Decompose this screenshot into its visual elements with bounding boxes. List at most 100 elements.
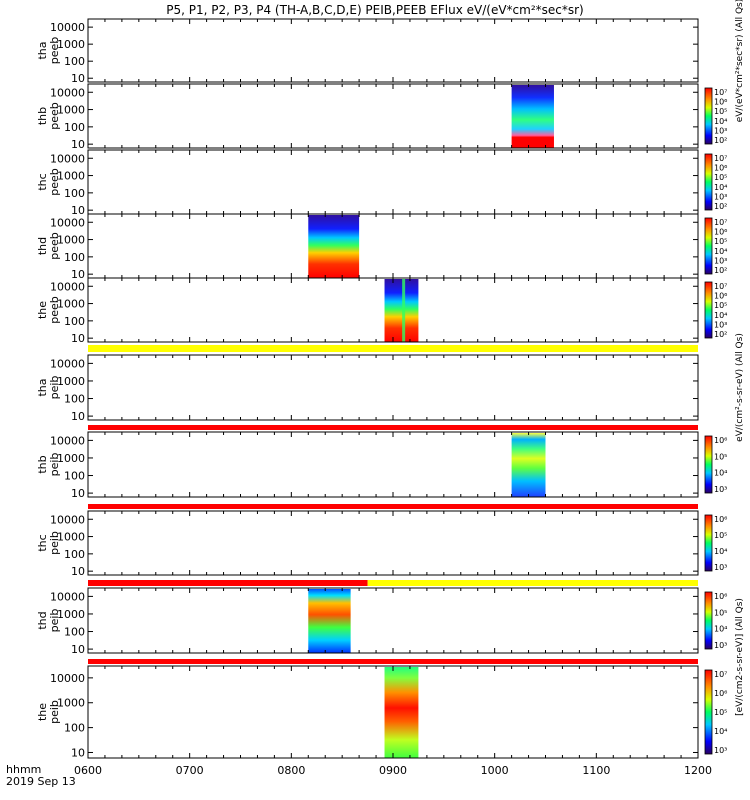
- colorbar: [704, 435, 713, 494]
- status-bar-segment: [88, 580, 368, 586]
- colorbar-tick-label: 10⁶: [714, 592, 727, 601]
- y-tick-label: 10: [71, 410, 85, 423]
- x-tick-label: 1000: [481, 764, 509, 777]
- y-tick-label: 10: [71, 643, 85, 656]
- colorbar-tick-label: 10⁴: [714, 247, 727, 256]
- figure-title: P5, P1, P2, P3, P4 (TH-A,B,C,D,E) PEIB,P…: [166, 3, 583, 17]
- y-tick-label: 10: [71, 332, 85, 345]
- y-tick-label: 10000: [50, 86, 85, 99]
- status-bar-row-13: [88, 659, 698, 664]
- spectrogram-block: [308, 589, 351, 653]
- panel-label: thb: [36, 455, 49, 473]
- colorbar-tick-label: 10³: [714, 746, 727, 755]
- y-tick-label: 1000: [57, 531, 85, 544]
- colorbar-tick-label: 10⁶: [714, 228, 727, 237]
- x-tick-label: 0900: [379, 764, 407, 777]
- panel-label: thb: [36, 107, 49, 125]
- y-tick-label: 10: [71, 204, 85, 217]
- colorbar-tick-label: 10⁶: [714, 515, 727, 524]
- y-tick-label: 100: [64, 626, 85, 639]
- y-tick-label: 100: [64, 121, 85, 134]
- y-tick-label: 100: [64, 55, 85, 68]
- colorbar-tick-label: 10⁵: [714, 301, 727, 310]
- status-bar-row-11: [88, 580, 698, 586]
- colorbar-unit-label: [eV/(cm2-s-sr-eV)] (All Qs): [735, 598, 745, 716]
- y-tick-label: 10000: [50, 513, 85, 526]
- colorbar-tick-label: 10⁵: [714, 107, 727, 116]
- spectrogram-block: [511, 433, 546, 497]
- panel-label: thc: [36, 173, 49, 190]
- y-tick-label: 10: [71, 268, 85, 281]
- colorbar-tick-label: 10²: [714, 202, 727, 211]
- y-tick-label: 1000: [57, 170, 85, 183]
- spectrogram-block: [308, 215, 360, 278]
- colorbar: [704, 591, 713, 650]
- date-label: 2019 Sep 13: [6, 775, 76, 788]
- status-bar-segment: [88, 659, 698, 664]
- colorbar-tick-label: 10⁵: [714, 452, 727, 461]
- colorbar: [704, 217, 713, 275]
- spectrogram-block: [384, 667, 419, 758]
- colorbar-tick-label: 10³: [714, 563, 727, 572]
- status-bar-row-9: [88, 504, 698, 509]
- panel-frame: [87, 18, 699, 83]
- colorbar-tick-label: 10³: [714, 256, 727, 265]
- colorbar: [704, 87, 713, 145]
- colorbar-tick-label: 10⁷: [714, 670, 727, 679]
- panel-label: thc: [36, 534, 49, 551]
- panel-frame: [87, 213, 699, 279]
- panel-label: the: [36, 703, 49, 721]
- panel-label: tha: [36, 41, 49, 59]
- x-tick-label: 0600: [74, 764, 102, 777]
- panel-label: the: [36, 301, 49, 319]
- colorbar-tick-label: 10⁴: [714, 183, 727, 192]
- panel-frame: [87, 354, 699, 421]
- panel-label: peib: [48, 376, 61, 400]
- y-tick-label: 1000: [57, 452, 85, 465]
- y-tick-label: 10: [71, 72, 85, 85]
- y-tick-label: 100: [64, 187, 85, 200]
- panel-frame: [87, 431, 699, 498]
- colorbar-unit-label: eV/(eV*cm²*sec*sr) (All Qs): [735, 0, 745, 122]
- panel-label: peeb: [48, 102, 61, 130]
- colorbar-tick-label: 10⁵: [714, 237, 727, 246]
- x-axis: 0600 0700 0800 0900 1000 1100 1200: [74, 764, 712, 777]
- colorbar-tick-label: 10⁷: [714, 218, 727, 227]
- colorbar-tick-label: 10²: [714, 266, 727, 275]
- y-tick-label: 1000: [57, 104, 85, 117]
- spectrogram-block: [384, 279, 419, 342]
- panel-label: thd: [36, 611, 49, 629]
- status-bar-segment: [88, 504, 698, 509]
- panel-label: peib: [48, 531, 61, 555]
- colorbar-tick-label: 10⁴: [714, 547, 727, 556]
- status-bar-segment: [88, 345, 698, 352]
- colorbar-tick-label: 10³: [714, 641, 727, 650]
- colorbar-tick-label: 10⁶: [714, 436, 727, 445]
- panel-frame: [87, 149, 699, 215]
- colorbar-tick-label: 10⁴: [714, 117, 727, 126]
- colorbar-unit-label: eV/(cm²-s-sr-eV) (All Qs): [735, 333, 745, 442]
- colorbar-tick-label: 10⁶: [714, 164, 727, 173]
- y-tick-label: 1000: [57, 608, 85, 621]
- y-tick-label: 10000: [50, 357, 85, 370]
- y-tick-label: 100: [64, 722, 85, 735]
- y-tick-label: 1000: [57, 375, 85, 388]
- colorbar-tick-label: 10⁶: [714, 292, 727, 301]
- panel-frame: [87, 510, 699, 576]
- colorbar: [704, 281, 713, 339]
- x-tick-label: 0700: [176, 764, 204, 777]
- y-tick-label: 10: [71, 565, 85, 578]
- panel-label: peib: [48, 700, 61, 724]
- colorbar-tick-label: 10³: [714, 320, 727, 329]
- colorbar-tick-label: 10⁷: [714, 154, 727, 163]
- y-tick-label: 10000: [50, 21, 85, 34]
- status-bar-row-5: [88, 345, 698, 352]
